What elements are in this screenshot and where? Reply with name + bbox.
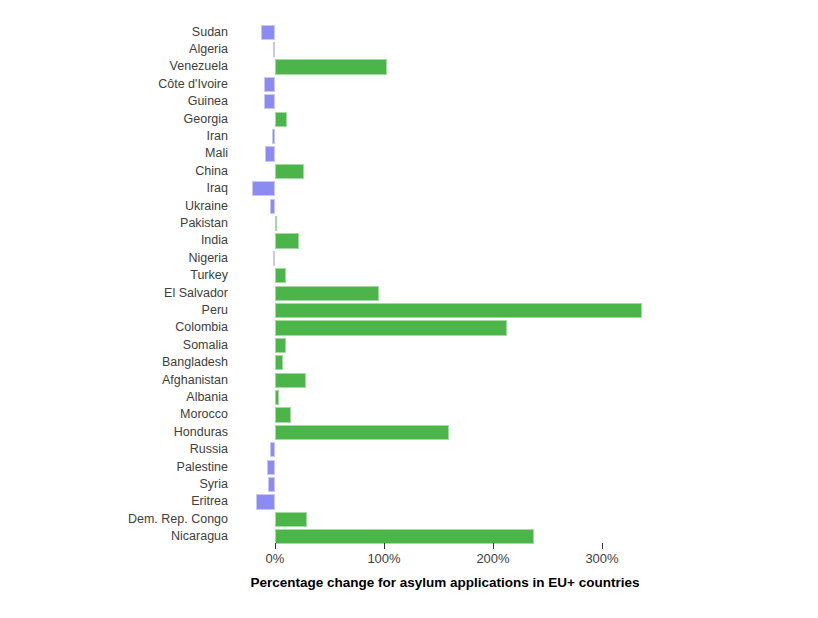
x-axis-title: Percentage change for asylum application…	[251, 575, 640, 590]
bar	[270, 442, 275, 457]
category-label: Pakistan	[0, 215, 228, 232]
category-label: Turkey	[0, 267, 228, 284]
x-tick-label: 300%	[585, 551, 618, 566]
bar	[264, 94, 275, 109]
category-label: Iran	[0, 128, 228, 145]
bar	[273, 251, 275, 266]
bar	[275, 355, 283, 370]
category-label: Somalia	[0, 337, 228, 354]
bar	[270, 199, 275, 214]
bar	[272, 129, 275, 144]
category-label: Georgia	[0, 111, 228, 128]
bar	[275, 407, 291, 422]
category-label: Algeria	[0, 41, 228, 58]
category-label: Sudan	[0, 24, 228, 41]
category-label: Nicaragua	[0, 528, 228, 545]
category-label: India	[0, 232, 228, 249]
x-tick-mark	[493, 543, 494, 549]
bar	[275, 320, 507, 335]
bar	[275, 529, 534, 544]
category-label: Venezuela	[0, 58, 228, 75]
bar	[275, 112, 287, 127]
category-label: Colombia	[0, 319, 228, 336]
bar	[275, 425, 449, 440]
bar	[275, 164, 304, 179]
category-label: Nigeria	[0, 250, 228, 267]
bar	[275, 373, 306, 388]
category-label: China	[0, 163, 228, 180]
x-tick-label: 200%	[476, 551, 509, 566]
bar	[275, 338, 286, 353]
bar	[275, 390, 279, 405]
category-label: Mali	[0, 145, 228, 162]
x-tick-mark	[602, 543, 603, 549]
bar	[275, 286, 379, 301]
bar-chart: SudanAlgeriaVenezuelaCôte d'IvoireGuinea…	[0, 0, 818, 618]
bar	[275, 233, 299, 248]
bar	[273, 42, 275, 57]
category-label: Iraq	[0, 180, 228, 197]
bar	[265, 146, 275, 161]
category-label: Russia	[0, 441, 228, 458]
bar	[261, 25, 275, 40]
category-label: Guinea	[0, 93, 228, 110]
category-label: Syria	[0, 476, 228, 493]
category-label: Peru	[0, 302, 228, 319]
category-label: El Salvador	[0, 285, 228, 302]
bar	[264, 77, 275, 92]
category-label: Eritrea	[0, 493, 228, 510]
category-label: Côte d'Ivoire	[0, 76, 228, 93]
x-tick-label: 0%	[266, 551, 285, 566]
bar	[275, 59, 387, 74]
category-label: Morocco	[0, 406, 228, 423]
category-label: Palestine	[0, 459, 228, 476]
category-label: Honduras	[0, 424, 228, 441]
category-label: Ukraine	[0, 198, 228, 215]
category-label: Dem. Rep. Congo	[0, 511, 228, 528]
x-tick-label: 100%	[367, 551, 400, 566]
bar	[267, 460, 275, 475]
bar	[256, 494, 275, 509]
category-label: Afghanistan	[0, 372, 228, 389]
x-tick-mark	[275, 543, 276, 549]
bar	[275, 216, 277, 231]
bar	[275, 512, 307, 527]
x-tick-mark	[384, 543, 385, 549]
category-label: Albania	[0, 389, 228, 406]
bar	[275, 303, 642, 318]
bar	[268, 477, 275, 492]
category-label: Bangladesh	[0, 354, 228, 371]
bar	[275, 268, 286, 283]
bar	[252, 181, 275, 196]
